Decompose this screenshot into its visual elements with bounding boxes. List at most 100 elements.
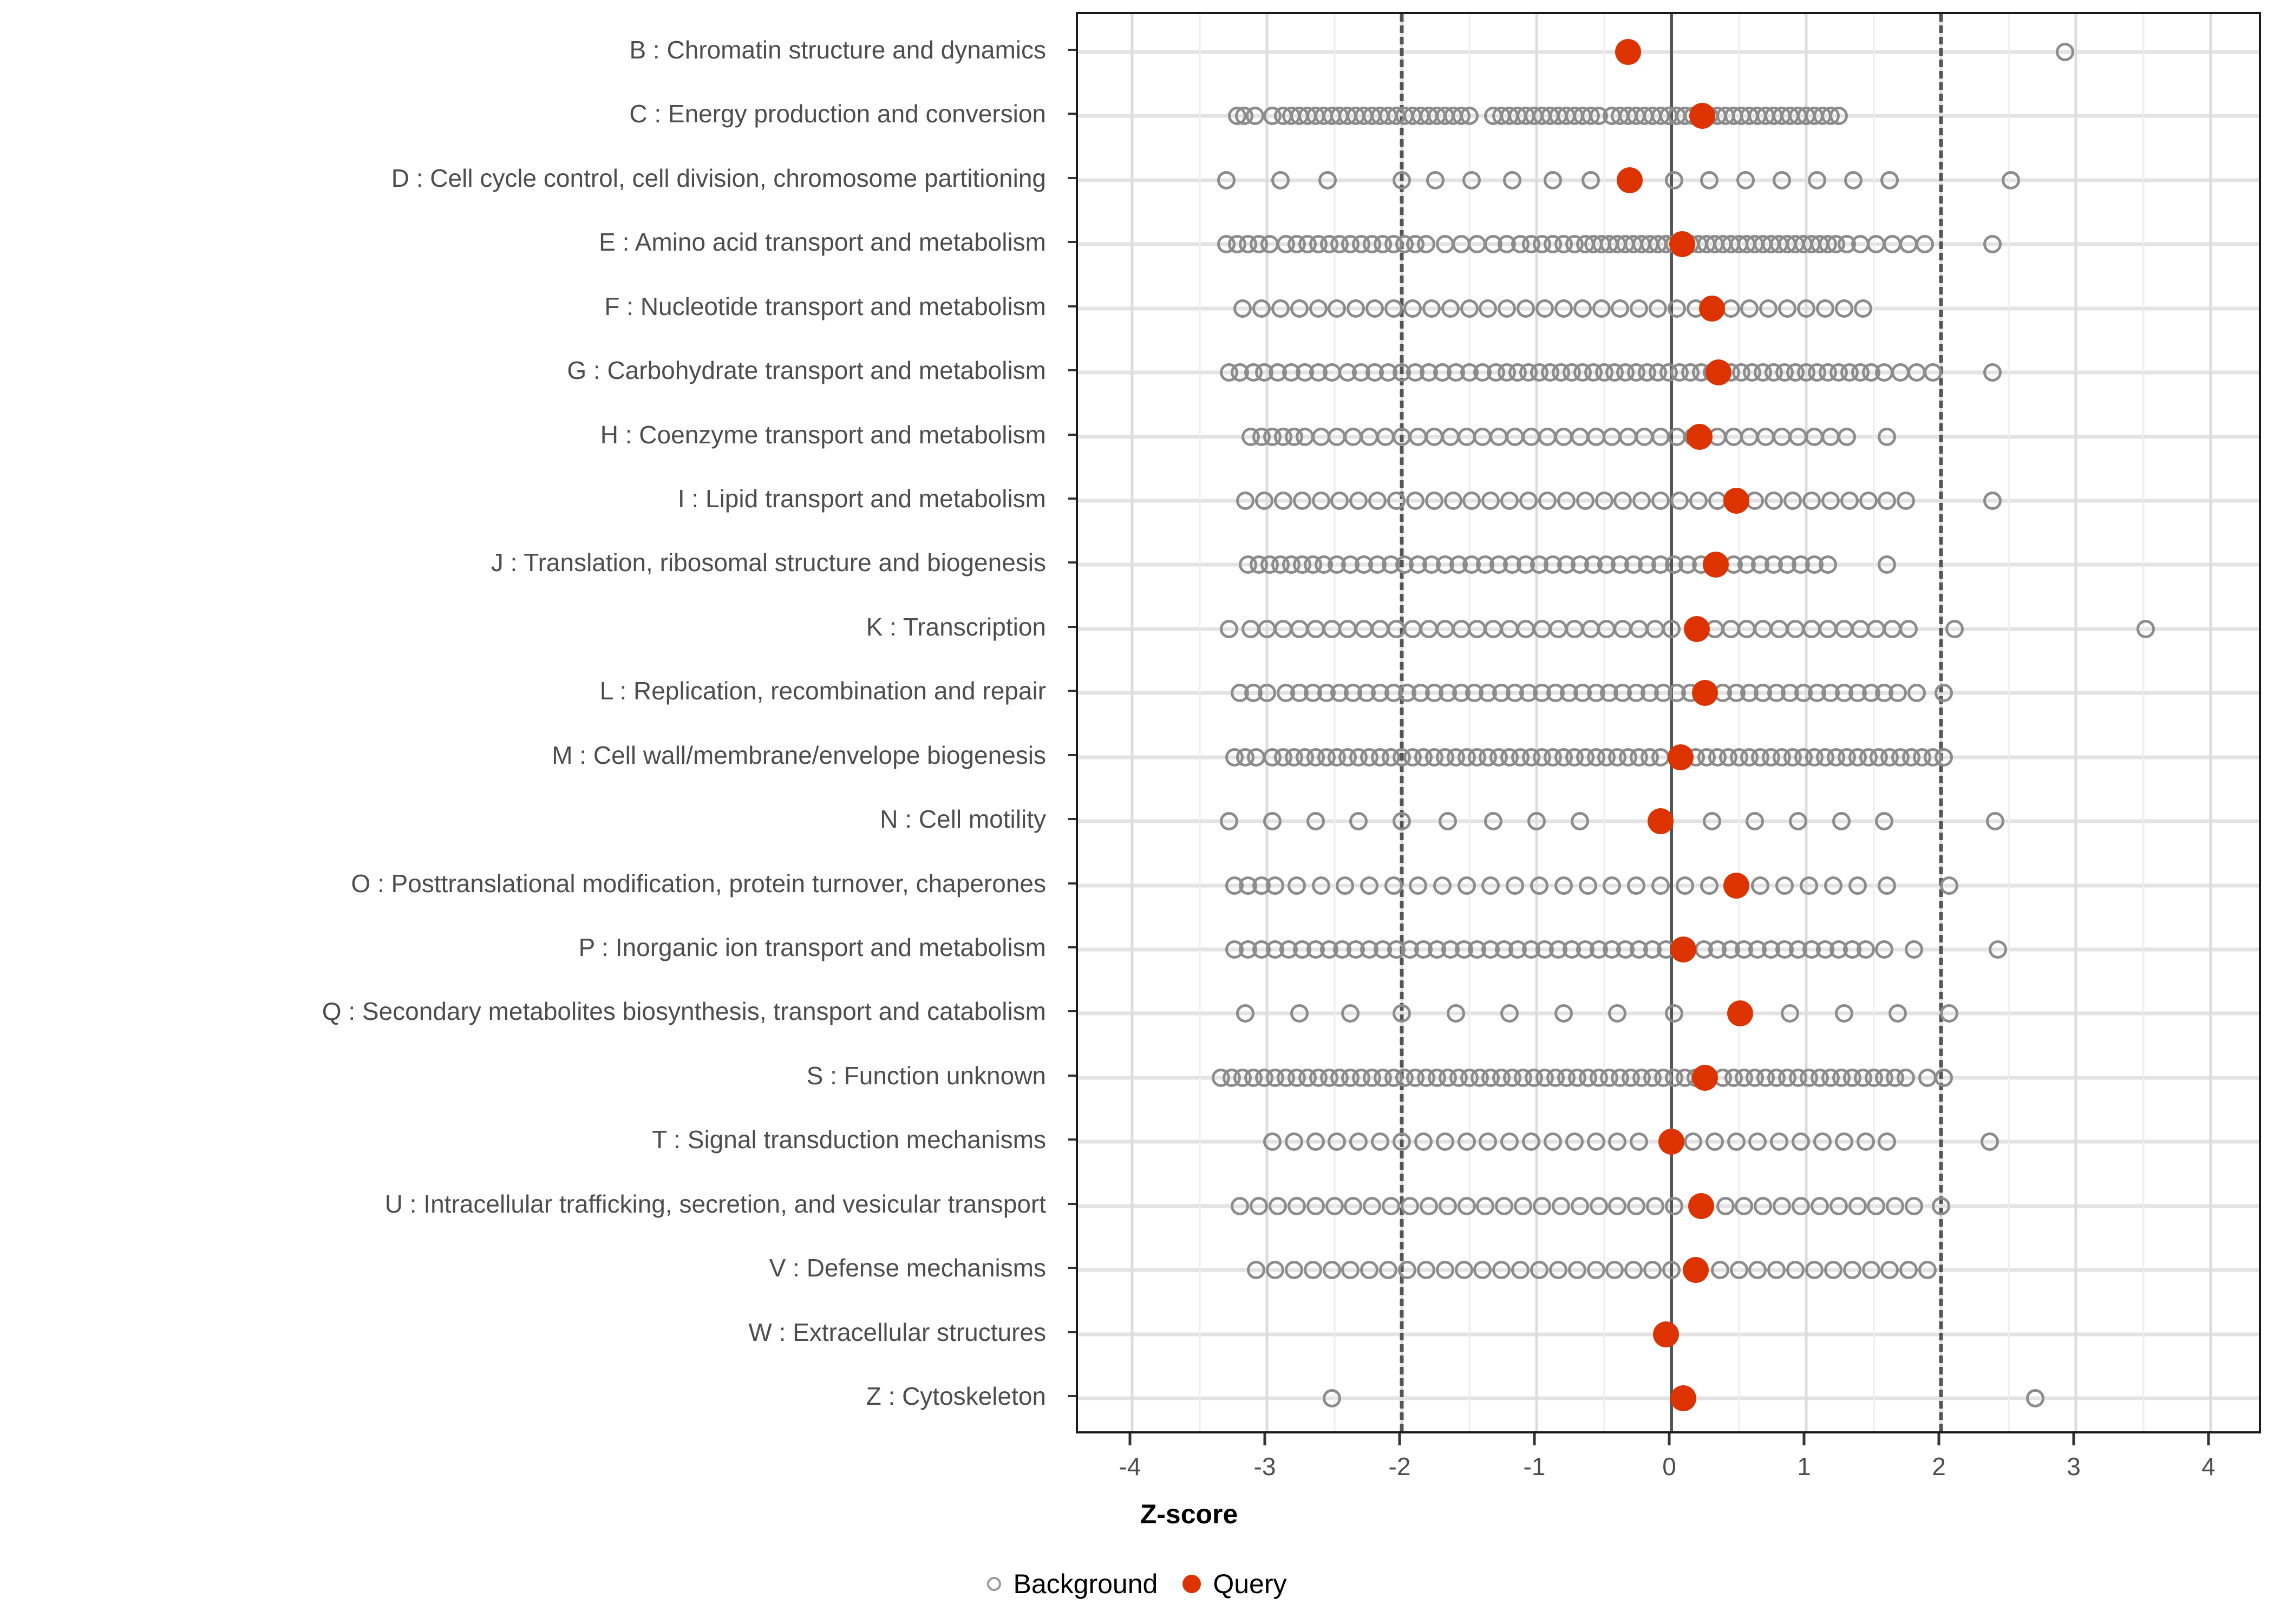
- background-data-point: [1824, 1261, 1842, 1280]
- background-point-icon: [987, 1577, 1002, 1591]
- plot-area: [1078, 14, 2259, 1431]
- background-data-point: [1829, 107, 1848, 126]
- background-data-point: [1500, 1004, 1519, 1023]
- background-data-point: [1934, 684, 1953, 703]
- background-data-point: [1318, 171, 1337, 189]
- background-data-point: [1500, 492, 1519, 510]
- background-data-point: [1236, 1004, 1255, 1023]
- background-data-point: [1805, 427, 1824, 446]
- query-data-point: [1727, 1000, 1753, 1027]
- background-data-point: [1980, 1132, 1999, 1151]
- background-data-point: [2026, 1389, 2045, 1407]
- background-data-point: [1570, 427, 1589, 446]
- vertical-gridline-minor: [1873, 14, 1874, 1431]
- background-data-point: [1775, 876, 1794, 895]
- background-data-point: [2136, 619, 2155, 638]
- legend-label-background: Background: [1013, 1569, 1158, 1599]
- background-data-point: [1479, 1132, 1498, 1151]
- y-axis-label: B : Chromatin structure and dynamics: [629, 36, 1046, 64]
- y-axis-tick: [1068, 946, 1076, 948]
- x-axis-tick-label: -2: [1388, 1452, 1411, 1481]
- x-axis-tick-label: 3: [2067, 1452, 2081, 1481]
- vertical-gridline: [1805, 14, 1808, 1431]
- background-data-point: [1705, 1132, 1724, 1151]
- background-data-point: [1939, 1004, 1958, 1023]
- background-data-point: [1792, 1132, 1811, 1151]
- background-data-point: [1424, 492, 1443, 510]
- background-data-point: [1886, 1196, 1905, 1215]
- query-data-point: [1615, 39, 1642, 65]
- background-data-point: [1867, 235, 1886, 254]
- query-point-icon: [1182, 1575, 1201, 1593]
- background-data-point: [1422, 299, 1441, 318]
- background-data-point: [1586, 1261, 1605, 1280]
- background-data-point: [1551, 1196, 1570, 1215]
- y-axis-label: D : Cell cycle control, cell division, c…: [391, 163, 1046, 192]
- background-data-point: [1899, 619, 1918, 638]
- y-axis-tick: [1068, 1395, 1076, 1397]
- background-data-point: [1889, 684, 1907, 703]
- background-data-point: [1258, 619, 1276, 638]
- background-data-point: [1408, 876, 1427, 895]
- background-data-point: [1740, 427, 1759, 446]
- background-data-point: [1802, 492, 1821, 510]
- y-axis-tick: [1068, 561, 1076, 564]
- background-data-point: [1220, 619, 1239, 638]
- query-data-point: [1670, 1385, 1697, 1411]
- y-axis-tick: [1068, 754, 1076, 756]
- background-data-point: [1667, 299, 1686, 318]
- background-data-point: [1554, 1004, 1573, 1023]
- background-data-point: [1789, 427, 1808, 446]
- background-data-point: [1268, 1196, 1287, 1215]
- query-data-point: [1669, 231, 1695, 258]
- background-data-point: [1848, 876, 1867, 895]
- background-data-point: [1365, 299, 1384, 318]
- background-data-point: [1786, 1261, 1805, 1280]
- background-data-point: [1878, 492, 1897, 510]
- x-axis-tick: [1263, 1433, 1266, 1445]
- background-data-point: [1664, 171, 1683, 189]
- background-data-point: [1651, 427, 1670, 446]
- background-data-point: [1435, 619, 1454, 638]
- background-data-point: [1460, 107, 1479, 126]
- background-data-point: [1363, 1196, 1382, 1215]
- y-axis-tick: [1068, 241, 1076, 244]
- background-data-point: [1983, 363, 2002, 382]
- background-data-point: [1543, 171, 1562, 189]
- background-data-point: [1818, 619, 1837, 638]
- y-axis-tick: [1068, 497, 1076, 500]
- background-data-point: [1325, 1196, 1344, 1215]
- background-data-point: [1805, 1261, 1824, 1280]
- background-data-point: [1608, 1004, 1627, 1023]
- background-data-point: [1834, 1132, 1853, 1151]
- vertical-gridline-minor: [1603, 14, 1605, 1431]
- background-data-point: [1570, 1196, 1589, 1215]
- background-data-point: [1408, 427, 1427, 446]
- background-data-point: [1311, 492, 1330, 510]
- y-axis-label: O : Posttranslational modification, prot…: [351, 869, 1046, 898]
- background-data-point: [1306, 1196, 1325, 1215]
- legend-item-background: Background: [987, 1568, 1158, 1600]
- background-data-point: [1538, 492, 1557, 510]
- x-axis-title: Z-score: [0, 1498, 2274, 1530]
- background-data-point: [1916, 235, 1935, 254]
- background-data-point: [1810, 1196, 1829, 1215]
- background-data-point: [1217, 171, 1236, 189]
- background-data-point: [1751, 876, 1770, 895]
- background-data-point: [1683, 1132, 1702, 1151]
- background-data-point: [1945, 619, 1964, 638]
- background-data-point: [1821, 427, 1840, 446]
- x-axis-tick-label: -3: [1253, 1452, 1276, 1481]
- vertical-gridline: [2209, 14, 2212, 1431]
- background-data-point: [1799, 876, 1818, 895]
- background-data-point: [1939, 876, 1958, 895]
- background-data-point: [1589, 1196, 1608, 1215]
- background-data-point: [1306, 619, 1325, 638]
- background-data-point: [1651, 492, 1670, 510]
- background-data-point: [1844, 171, 1863, 189]
- background-data-point: [1789, 812, 1808, 831]
- background-data-point: [1273, 619, 1292, 638]
- background-data-point: [1748, 1261, 1767, 1280]
- background-data-point: [1322, 1389, 1341, 1407]
- background-data-point: [1905, 1196, 1924, 1215]
